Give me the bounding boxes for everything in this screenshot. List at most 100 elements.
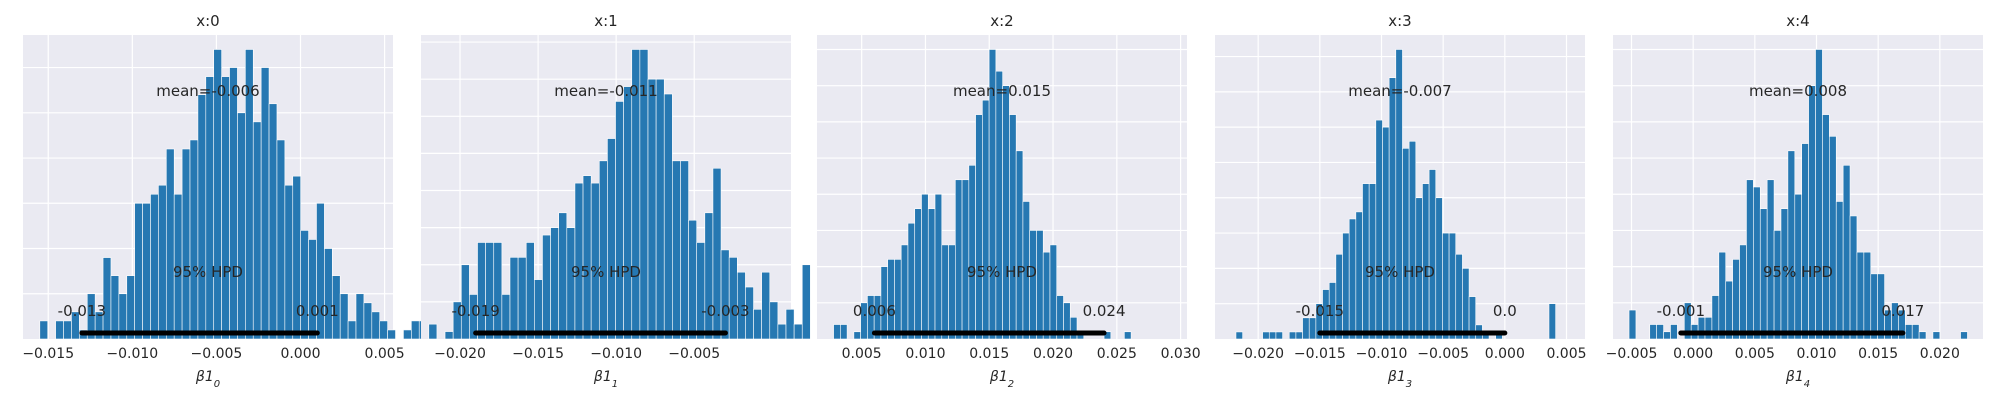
histogram-bar	[615, 101, 624, 340]
histogram-bar	[1402, 148, 1410, 340]
histogram-bar	[688, 219, 698, 340]
histogram-bar	[887, 259, 895, 340]
histogram-bar	[1663, 331, 1671, 340]
hpd-high-label: 0.0	[1493, 302, 1517, 320]
histogram-bar	[1932, 331, 1941, 340]
histogram-bar	[1801, 143, 1809, 340]
histogram-bar	[1822, 114, 1830, 340]
histogram-bar	[793, 323, 803, 340]
histogram-bar	[1029, 230, 1037, 340]
histogram-bar	[1009, 114, 1017, 340]
histogram-bar	[181, 148, 191, 340]
x-tick-label: 0.020	[1920, 346, 1960, 362]
histogram-bar	[517, 257, 527, 340]
mean-annotation: mean=-0.006	[156, 82, 259, 100]
x-tick-label: 0.015	[969, 346, 1009, 362]
histogram-bar	[1388, 77, 1397, 340]
histogram-bar	[1124, 331, 1132, 340]
histogram-bar	[276, 139, 286, 340]
histogram-bar	[833, 324, 841, 340]
histogram-bar	[1235, 331, 1243, 340]
x-axis-label: β13	[1387, 369, 1412, 390]
hpd-high-label: 0.001	[296, 302, 339, 320]
histogram-bar	[1435, 197, 1443, 340]
hpd-high-label: -0.003	[701, 302, 749, 320]
x-tick-label: −0.010	[106, 346, 158, 362]
histogram-bar	[574, 182, 584, 340]
histogram-bar	[150, 193, 159, 340]
histogram-bar	[252, 121, 262, 340]
histogram-bar	[1275, 331, 1283, 340]
x-axis-label-main: β1	[1387, 369, 1406, 385]
histogram-bar	[1739, 244, 1747, 340]
hpd-low-label: -0.019	[451, 302, 499, 320]
mean-annotation: mean=0.008	[1749, 82, 1847, 100]
histogram-bar	[598, 160, 608, 340]
histogram-bar	[663, 93, 673, 340]
histogram-bar	[948, 244, 956, 340]
histogram-bar	[525, 242, 535, 340]
hpd-label: 95% HPD	[1365, 263, 1435, 281]
histogram-bar	[1766, 179, 1775, 340]
histogram-bar	[761, 271, 771, 340]
histogram-bar	[914, 208, 922, 340]
histogram-bar	[387, 329, 396, 340]
histogram-bar	[1697, 316, 1706, 340]
x-axis-label: β11	[593, 369, 618, 390]
histogram-bar	[801, 264, 811, 340]
histogram-bar	[221, 76, 230, 340]
histogram-bar	[647, 78, 657, 340]
histogram-bar	[1656, 324, 1664, 340]
histogram-bar	[1448, 232, 1457, 340]
subplot-4: −0.005 0.000 0.005 0.010 0.015 0.020 x:4 mean=0…	[1606, 12, 1983, 390]
histogram-bar	[975, 114, 983, 340]
hpd-label: 95% HPD	[967, 263, 1037, 281]
histogram-bar	[1468, 296, 1477, 340]
histogram-bar	[1649, 324, 1657, 340]
histogram-bar	[1856, 251, 1865, 340]
histogram-bar	[308, 239, 317, 340]
subplot-0: −0.015 −0.010 −0.005 0.000 0.005 x:0 mean=-0.0…	[22, 12, 428, 390]
histogram-bar	[785, 309, 795, 340]
histogram-bar	[1732, 259, 1740, 340]
histogram-bar	[1753, 186, 1761, 340]
subplot-1: −0.020 −0.015 −0.010 −0.005 x:1 mean=-0.011 95…	[421, 12, 811, 390]
subplot-3: −0.020 −0.015 −0.010 −0.005 0.000 0.005 x:3 mea…	[1215, 12, 1587, 390]
histogram-bar	[324, 248, 333, 340]
subplot-title: x:1	[594, 12, 617, 30]
x-tick-label: −0.020	[434, 346, 486, 362]
histogram-bar	[900, 244, 909, 340]
histogram-bar	[907, 222, 916, 340]
x-tick-label: 0.000	[280, 346, 320, 362]
histogram-bar	[39, 320, 49, 340]
histogram-bar	[237, 112, 246, 340]
x-tick-label: 0.005	[1546, 346, 1586, 362]
histogram-bar	[995, 70, 1003, 340]
histogram-bar	[165, 148, 175, 340]
histogram-bar	[961, 179, 970, 340]
hpd-label: 95% HPD	[173, 263, 243, 281]
x-axis-label-main: β1	[989, 369, 1008, 385]
histogram-bar	[363, 302, 373, 340]
histogram-bar	[1704, 316, 1713, 340]
histogram-bar	[1462, 268, 1470, 340]
histogram-bar	[403, 329, 412, 340]
histogram-bar	[1918, 331, 1927, 340]
histogram-bar	[268, 103, 278, 340]
x-tick-label: −0.010	[1356, 346, 1408, 362]
histogram-bar	[566, 227, 576, 340]
histogram-bar	[840, 324, 848, 340]
histogram-bar	[197, 94, 207, 340]
histogram-bar	[550, 227, 559, 340]
x-axis-label: β14	[1785, 369, 1810, 390]
histogram-bar	[444, 331, 454, 340]
histogram-bar	[229, 67, 238, 340]
histogram-bar	[1877, 273, 1885, 340]
x-axis-label-subscript: 0	[214, 379, 220, 390]
histogram-bar	[955, 179, 963, 340]
histogram-bar	[260, 67, 270, 340]
histogram-bar	[1042, 251, 1051, 340]
x-axis-label: β10	[195, 369, 220, 390]
histogram-bar	[477, 242, 486, 340]
x-axis-label-subscript: 1	[612, 379, 618, 390]
